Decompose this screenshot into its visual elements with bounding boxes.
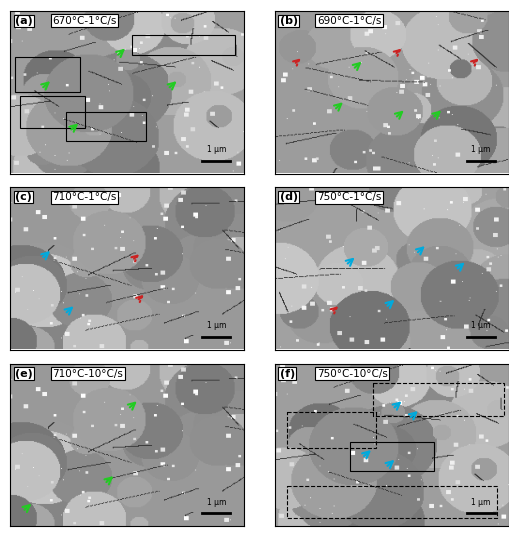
Bar: [66, 112, 146, 141]
Bar: [19, 95, 85, 128]
Text: 1 μm: 1 μm: [471, 498, 491, 507]
Text: (b): (b): [279, 16, 298, 26]
Text: (c): (c): [15, 192, 32, 202]
Text: (e): (e): [15, 369, 33, 379]
Text: 750°C-1°C/s: 750°C-1°C/s: [317, 192, 381, 202]
Text: 1 μm: 1 μm: [471, 145, 491, 154]
Bar: [132, 35, 235, 55]
Bar: [373, 383, 504, 415]
Bar: [287, 412, 376, 448]
Bar: [350, 442, 434, 471]
Text: 710°C-10°C/s: 710°C-10°C/s: [52, 369, 123, 379]
Text: 670°C-1°C/s: 670°C-1°C/s: [52, 16, 117, 26]
Text: (d): (d): [279, 192, 298, 202]
Text: 1 μm: 1 μm: [471, 321, 491, 331]
Text: 690°C-1°C/s: 690°C-1°C/s: [317, 16, 381, 26]
Text: (a): (a): [15, 16, 33, 26]
Text: 1 μm: 1 μm: [207, 321, 226, 331]
Text: 1 μm: 1 μm: [207, 145, 226, 154]
Text: 750°C-10°C/s: 750°C-10°C/s: [317, 369, 388, 379]
Text: 710°C-1°C/s: 710°C-1°C/s: [52, 192, 117, 202]
Text: 1 μm: 1 μm: [207, 498, 226, 507]
Bar: [287, 485, 497, 518]
Text: (f): (f): [279, 369, 295, 379]
Bar: [15, 57, 80, 93]
